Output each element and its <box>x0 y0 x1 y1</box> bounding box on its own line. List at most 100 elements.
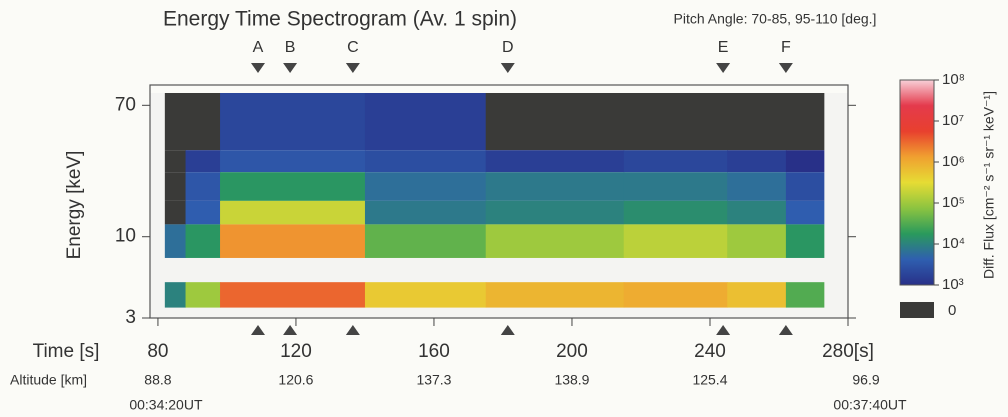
cell <box>785 93 825 151</box>
event-marker <box>345 325 360 335</box>
plot-frame <box>149 84 849 319</box>
cell <box>185 150 221 173</box>
y-axis-label: Energy [keV] <box>64 151 85 260</box>
cell <box>185 200 221 225</box>
cell <box>185 172 221 201</box>
y-tick-label: 10 <box>115 226 136 247</box>
cell <box>485 200 625 225</box>
event-label: D <box>502 39 514 56</box>
cell <box>785 150 825 173</box>
cell <box>364 200 487 225</box>
colorbar-tick-label: 10⁸ <box>942 71 965 88</box>
cell <box>364 282 487 308</box>
event-marker <box>778 325 793 335</box>
cell <box>220 172 366 201</box>
cell <box>485 224 625 258</box>
cell <box>220 224 366 258</box>
cell <box>623 172 728 201</box>
cell <box>727 282 787 308</box>
cell <box>220 150 366 173</box>
cell <box>623 282 728 308</box>
x-axis-label: Time [s] <box>33 341 100 362</box>
event-marker <box>250 63 265 73</box>
ut-label: 00:34:20UT <box>129 397 203 413</box>
cell <box>485 172 625 201</box>
event-marker <box>283 63 298 73</box>
cell <box>164 282 187 308</box>
event-label: F <box>781 39 791 56</box>
cell <box>185 224 221 258</box>
x-tick-label: 280[s] <box>822 341 874 362</box>
event-label: E <box>718 39 729 56</box>
cell <box>185 93 221 151</box>
x-tick-label: 160 <box>418 341 450 362</box>
event-label: A <box>253 39 264 56</box>
cell <box>220 93 366 151</box>
cell <box>623 93 728 151</box>
cell <box>164 172 187 201</box>
cell <box>164 150 187 173</box>
cell <box>727 93 787 151</box>
event-marker <box>716 325 731 335</box>
x-tick-label: 240 <box>694 341 726 362</box>
cell <box>364 150 487 173</box>
colorbar-zero-label: 0 <box>948 302 956 319</box>
colorbar-tick-label: 10⁵ <box>942 194 965 211</box>
event-marker <box>500 63 515 73</box>
cell <box>785 282 825 308</box>
altitude-label: Altitude [km] <box>10 372 87 388</box>
colorbar-label: Diff. Flux [cm⁻² s⁻¹ sr⁻¹ keV⁻¹] <box>981 91 997 279</box>
cell <box>164 200 187 225</box>
event-label: C <box>347 39 359 56</box>
chart-subtitle: Pitch Angle: 70-85, 95-110 [deg.] <box>674 11 877 27</box>
altitude-value: 137.3 <box>416 372 451 388</box>
event-marker <box>716 63 731 73</box>
cell <box>485 150 625 173</box>
event-marker <box>345 63 360 73</box>
event-label: B <box>285 39 296 56</box>
colorbar-tick-label: 10⁴ <box>942 235 965 252</box>
y-tick-label: 3 <box>125 307 136 328</box>
altitude-value: 120.6 <box>278 372 313 388</box>
colorbar-zero <box>900 302 934 318</box>
cell <box>364 93 487 151</box>
cell <box>364 172 487 201</box>
x-tick-label: 200 <box>556 341 588 362</box>
event-marker <box>283 325 298 335</box>
x-tick-label: 120 <box>280 341 312 362</box>
cell <box>185 282 221 308</box>
cell <box>164 224 187 258</box>
altitude-value: 125.4 <box>692 372 727 388</box>
cell <box>727 150 787 173</box>
colorbar-tick-label: 10⁶ <box>942 153 965 170</box>
colorbar-tick-label: 10⁷ <box>942 112 964 129</box>
event-marker <box>778 63 793 73</box>
y-tick-label: 70 <box>115 94 136 115</box>
colorbar-tick-label: 10³ <box>942 276 964 293</box>
cell <box>485 282 625 308</box>
cell <box>220 282 366 308</box>
chart-title: Energy Time Spectrogram (Av. 1 spin) <box>163 8 517 31</box>
cell <box>785 172 825 201</box>
altitude-value: 138.9 <box>554 372 589 388</box>
cell <box>623 200 728 225</box>
cell <box>727 172 787 201</box>
cell <box>623 224 728 258</box>
cell <box>727 200 787 225</box>
cell <box>785 200 825 225</box>
x-tick-label: 80 <box>147 341 168 362</box>
event-marker <box>250 325 265 335</box>
event-marker <box>500 325 515 335</box>
ut-label: 00:37:40UT <box>833 397 907 413</box>
cell <box>727 224 787 258</box>
cell <box>364 224 487 258</box>
cell <box>485 93 625 151</box>
altitude-value: 88.8 <box>144 372 171 388</box>
cell <box>623 150 728 173</box>
altitude-value: 96.9 <box>852 372 879 388</box>
cell <box>785 224 825 258</box>
colorbar <box>899 79 935 286</box>
cell <box>220 200 366 225</box>
